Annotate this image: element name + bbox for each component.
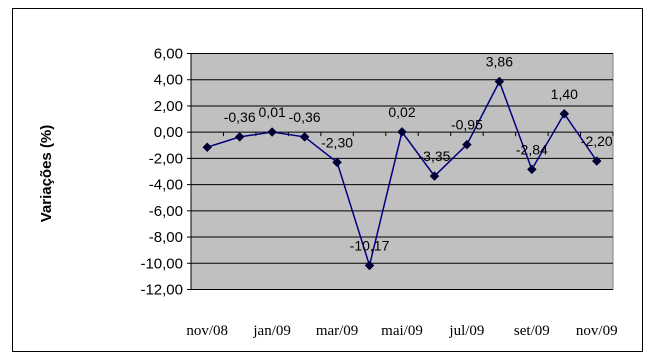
plot-area: [190, 53, 614, 290]
data-label: -0,36: [289, 109, 321, 125]
data-label: 0,01: [259, 104, 286, 120]
y-tick-label: 2,00: [154, 98, 183, 115]
chart-frame: 6,00 4,00 2,00 0,00 -2,00 -4,00 -6,00 -8,00 -10,…: [12, 8, 643, 352]
x-tick-label: jul/09: [448, 323, 484, 339]
y-tick-label: 6,00: [154, 46, 183, 63]
x-tick-label: mai/09: [381, 323, 423, 339]
data-label: -2,84: [516, 141, 548, 157]
data-label: 0,02: [388, 104, 415, 120]
data-label: -2,30: [321, 134, 353, 150]
x-tick-label: nov/08: [186, 323, 228, 339]
data-label: -3,35: [419, 148, 451, 164]
x-tick-label: mar/09: [316, 323, 359, 339]
data-label: -0,95: [451, 117, 483, 133]
data-point-marker: [591, 156, 602, 166]
data-point-marker: [332, 157, 342, 168]
data-markers: [202, 76, 602, 271]
data-point-marker: [494, 76, 505, 87]
y-axis-title: Variações (%): [38, 125, 55, 223]
y-tick-label: 4,00: [154, 72, 183, 89]
data-point-marker: [462, 139, 472, 150]
x-tick-label: nov/09: [576, 323, 618, 339]
data-point-marker: [397, 127, 407, 137]
data-point-marker: [526, 164, 537, 175]
x-axis-ticks: nov/08 jan/09 mar/09 mai/09 jul/09 set/09 nov/…: [186, 132, 618, 339]
x-tick-label: jan/09: [252, 323, 291, 339]
data-label: 1,40: [551, 86, 578, 102]
gridlines: [191, 53, 613, 290]
data-label: -10,17: [350, 238, 390, 254]
data-point-marker: [364, 260, 375, 271]
y-tick-label: -6,00: [149, 203, 183, 220]
data-point-marker: [267, 127, 278, 137]
y-axis-ticks: 6,00 4,00 2,00 0,00 -2,00 -4,00 -6,00 -8,00 -10,…: [140, 46, 192, 299]
data-label: 3,86: [486, 54, 513, 70]
data-point-marker: [429, 171, 440, 181]
data-point-marker: [202, 142, 213, 153]
y-tick-label: -12,00: [140, 282, 183, 299]
y-tick-label: 0,00: [154, 124, 183, 141]
data-label: -2,20: [581, 133, 613, 149]
data-point-marker: [559, 108, 570, 119]
y-tick-label: -4,00: [149, 177, 183, 194]
y-tick-label: -10,00: [140, 255, 183, 272]
y-tick-label: -2,00: [149, 150, 183, 167]
data-labels: -0,36 0,01 -0,36-2,30-10,170,02-3,35-0,953…: [224, 54, 613, 254]
y-tick-label: -8,00: [149, 229, 183, 246]
data-point-marker: [299, 132, 310, 142]
data-point-marker: [234, 132, 245, 142]
line-chart: 6,00 4,00 2,00 0,00 -2,00 -4,00 -6,00 -8,00 -10,…: [38, 46, 618, 340]
data-label: -0,36: [224, 109, 256, 125]
x-tick-label: set/09: [514, 323, 550, 339]
